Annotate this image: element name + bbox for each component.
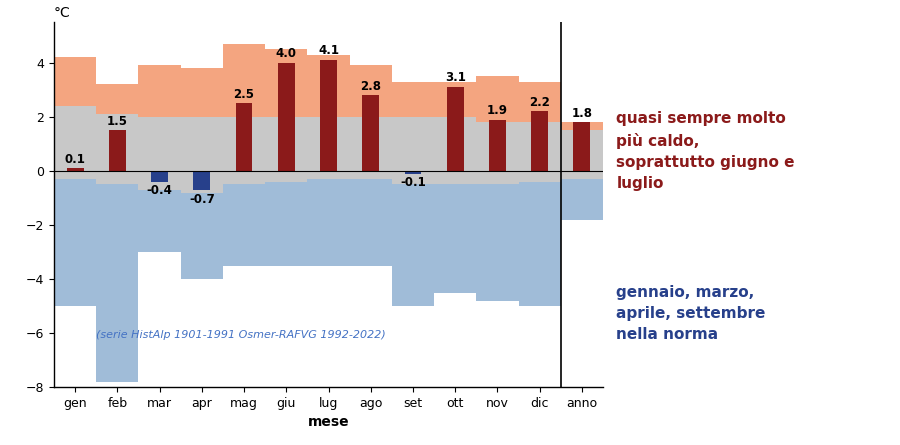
Bar <box>363 95 379 171</box>
Bar <box>404 171 421 174</box>
Text: -0.7: -0.7 <box>189 193 215 206</box>
Text: 2.2: 2.2 <box>529 96 550 109</box>
Bar <box>236 103 253 171</box>
Text: (serie HistAlp 1901-1991 Osmer-RAFVG 1992-2022): (serie HistAlp 1901-1991 Osmer-RAFVG 199… <box>96 331 386 340</box>
Text: 4.0: 4.0 <box>275 47 297 60</box>
Text: °C: °C <box>54 5 71 20</box>
Bar <box>151 171 168 182</box>
Text: gennaio, marzo,
aprile, settembre
nella norma: gennaio, marzo, aprile, settembre nella … <box>616 285 766 342</box>
Bar <box>573 122 590 171</box>
Bar <box>320 60 337 171</box>
Text: -0.4: -0.4 <box>147 184 173 198</box>
Bar <box>109 130 126 171</box>
X-axis label: mese: mese <box>308 416 349 429</box>
Text: 4.1: 4.1 <box>318 44 339 57</box>
Text: 0.1: 0.1 <box>65 153 86 166</box>
Text: 1.9: 1.9 <box>487 104 508 117</box>
Text: 1.8: 1.8 <box>572 106 592 120</box>
Text: 2.8: 2.8 <box>360 80 382 93</box>
Bar <box>489 120 506 171</box>
Bar <box>278 63 294 171</box>
Text: quasi sempre molto
più caldo,
soprattutto giugno e
luglio: quasi sempre molto più caldo, soprattutt… <box>616 111 795 191</box>
Text: -0.1: -0.1 <box>400 176 426 189</box>
Bar <box>446 87 464 171</box>
Bar <box>194 171 211 190</box>
Text: 1.5: 1.5 <box>107 115 128 128</box>
Text: 2.5: 2.5 <box>233 88 255 101</box>
Text: 3.1: 3.1 <box>445 71 465 85</box>
Bar <box>67 168 84 171</box>
Bar <box>531 111 548 171</box>
